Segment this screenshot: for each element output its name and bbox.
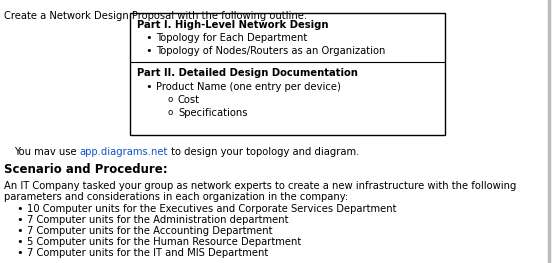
Text: An IT Company tasked your group as network experts to create a new infrastructur: An IT Company tasked your group as netwo…	[4, 181, 516, 191]
Text: o: o	[168, 108, 173, 117]
Text: Scenario and Procedure:: Scenario and Procedure:	[4, 163, 168, 176]
Text: •: •	[145, 33, 152, 43]
Text: •: •	[145, 82, 152, 92]
Text: •: •	[16, 226, 23, 236]
Text: o: o	[168, 95, 173, 104]
Text: •: •	[145, 46, 152, 56]
Text: 7 Computer units for the IT and MIS Department: 7 Computer units for the IT and MIS Depa…	[27, 248, 268, 258]
Bar	[130, 13, 445, 135]
Text: app.diagrams.net: app.diagrams.net	[80, 147, 168, 157]
Text: 7 Computer units for the Accounting Department: 7 Computer units for the Accounting Depa…	[27, 226, 273, 236]
Text: 5 Computer units for the Human Resource Department: 5 Computer units for the Human Resource …	[27, 237, 301, 247]
Text: Part II. Detailed Design Documentation: Part II. Detailed Design Documentation	[137, 68, 358, 78]
Text: Topology of Nodes/Routers as an Organization: Topology of Nodes/Routers as an Organiza…	[156, 46, 385, 56]
Text: Create a Network Design Proposal with the following outline.: Create a Network Design Proposal with th…	[4, 11, 307, 21]
Text: Product Name (one entry per device): Product Name (one entry per device)	[156, 82, 341, 92]
Text: to design your topology and diagram.: to design your topology and diagram.	[168, 147, 360, 157]
Text: •: •	[16, 237, 23, 247]
Text: Cost: Cost	[178, 95, 200, 105]
Text: •: •	[16, 204, 23, 214]
Text: Specifications: Specifications	[178, 108, 248, 118]
Text: 10 Computer units for the Executives and Corporate Services Department: 10 Computer units for the Executives and…	[27, 204, 396, 214]
Text: You mav use: You mav use	[14, 147, 80, 157]
Text: Part I. High-Level Network Design: Part I. High-Level Network Design	[137, 20, 329, 30]
Text: •: •	[16, 248, 23, 258]
Text: 7 Computer units for the Administration department: 7 Computer units for the Administration …	[27, 215, 289, 225]
Text: Topology for Each Department: Topology for Each Department	[156, 33, 307, 43]
Text: parameters and considerations in each organization in the company:: parameters and considerations in each or…	[4, 192, 348, 202]
Text: •: •	[16, 215, 23, 225]
